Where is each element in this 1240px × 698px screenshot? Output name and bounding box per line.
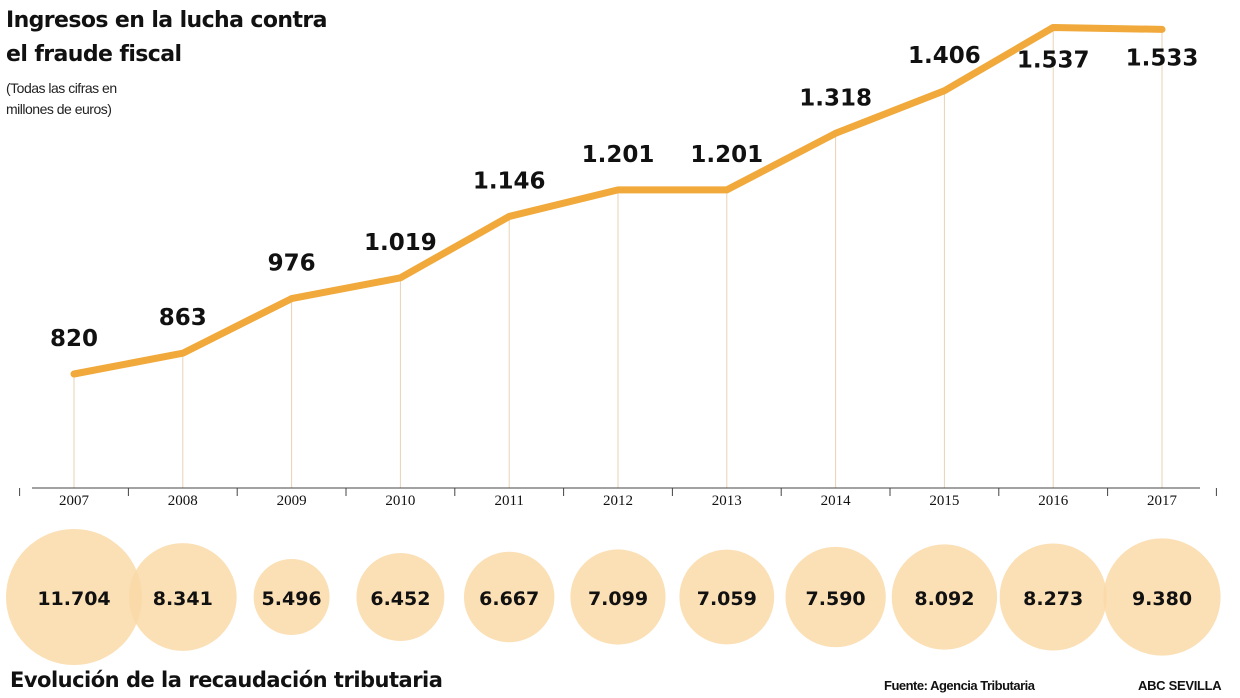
recaudacion-bubble bbox=[356, 553, 445, 641]
fraude-value-label: 1.406 bbox=[908, 43, 981, 69]
fraude-series-line bbox=[70, 23, 1166, 378]
recaudacion-value-label: 7.059 bbox=[697, 588, 757, 610]
recaudacion-bubble bbox=[999, 543, 1107, 651]
x-axis-year-label: 2011 bbox=[494, 493, 523, 509]
fraude-value-label: 1.019 bbox=[364, 230, 437, 256]
chart-title-line-2: el fraude fiscal bbox=[6, 42, 182, 67]
recaudacion-value-label: 6.667 bbox=[479, 588, 539, 610]
fraude-value-label: 820 bbox=[50, 326, 98, 352]
recaudacion-bubbles bbox=[6, 529, 1221, 665]
recaudacion-bubble bbox=[463, 551, 555, 643]
recaudacion-bubble bbox=[785, 546, 886, 648]
recaudacion-value-label: 7.590 bbox=[806, 588, 866, 610]
recaudacion-bubble bbox=[679, 549, 775, 645]
recaudacion-bubble bbox=[891, 544, 998, 650]
recaudacion-value-label: 8.092 bbox=[914, 588, 974, 610]
x-axis-year-label: 2017 bbox=[1147, 493, 1178, 509]
recaudacion-bubble bbox=[128, 543, 237, 651]
fraude-value-label: 1.318 bbox=[799, 85, 872, 111]
recaudacion-value-label: 9.380 bbox=[1132, 588, 1192, 610]
recaudacion-value-label: 6.452 bbox=[370, 588, 430, 610]
recaudacion-value-label: 5.496 bbox=[262, 588, 322, 610]
bubble-section-title: Evolución de la recaudación tributaria bbox=[10, 668, 443, 692]
x-axis-year-label: 2015 bbox=[929, 493, 959, 509]
x-axis-year-label: 2012 bbox=[603, 493, 633, 509]
x-axis-ticks bbox=[19, 488, 1217, 496]
fraude-value-label: 1.537 bbox=[1017, 47, 1090, 73]
x-axis-year-label: 2010 bbox=[385, 493, 415, 509]
x-axis-year-labels: 2007 2008 2009 2010 2011 2012 2013 2014 2015 2016… bbox=[59, 493, 1178, 509]
fraude-value-labels: 820 863 976 1.019 1.146 1.201 1.201 1.318 1.406 1… bbox=[50, 43, 1198, 352]
recaudacion-value-label: 11.704 bbox=[37, 588, 110, 610]
x-axis-year-label: 2013 bbox=[712, 493, 742, 509]
x-axis-year-label: 2007 bbox=[59, 493, 90, 509]
chart-title: Ingresos en la lucha contra el fraude fi… bbox=[6, 4, 327, 72]
x-axis-year-label: 2008 bbox=[168, 493, 198, 509]
recaudacion-value-labels: 11.704 8.341 5.496 6.452 6.667 7.099 7.059 7.59… bbox=[37, 588, 1192, 610]
x-axis-year-label: 2016 bbox=[1038, 493, 1069, 509]
fraude-value-label: 1.201 bbox=[582, 142, 655, 168]
fraude-value-label: 1.533 bbox=[1126, 45, 1199, 71]
chart-subtitle-line-1: (Todas las cifras en bbox=[6, 80, 117, 96]
fraude-value-label: 976 bbox=[268, 251, 316, 277]
fraude-value-label: 1.201 bbox=[690, 142, 763, 168]
publisher-credit: ABC SEVILLA bbox=[1138, 678, 1222, 693]
recaudacion-bubble bbox=[1103, 538, 1221, 656]
recaudacion-value-label: 8.341 bbox=[153, 588, 213, 610]
recaudacion-bubble bbox=[6, 529, 142, 665]
source-note: Fuente: Agencia Tributaria bbox=[884, 678, 1035, 693]
recaudacion-value-label: 7.099 bbox=[588, 588, 648, 610]
recaudacion-bubble bbox=[570, 549, 666, 645]
recaudacion-value-label: 8.273 bbox=[1023, 588, 1083, 610]
x-axis-year-label: 2009 bbox=[277, 493, 307, 509]
year-guide-lines bbox=[73, 27, 1163, 488]
x-axis-year-label: 2014 bbox=[821, 493, 852, 509]
chart-subtitle: (Todas las cifras en millones de euros) bbox=[6, 78, 117, 120]
chart-title-line-1: Ingresos en la lucha contra bbox=[6, 8, 327, 33]
fraude-value-label: 1.146 bbox=[473, 168, 546, 194]
fraude-value-label: 863 bbox=[159, 305, 207, 331]
recaudacion-bubble bbox=[253, 559, 330, 635]
chart-subtitle-line-2: millones de euros) bbox=[6, 101, 112, 117]
